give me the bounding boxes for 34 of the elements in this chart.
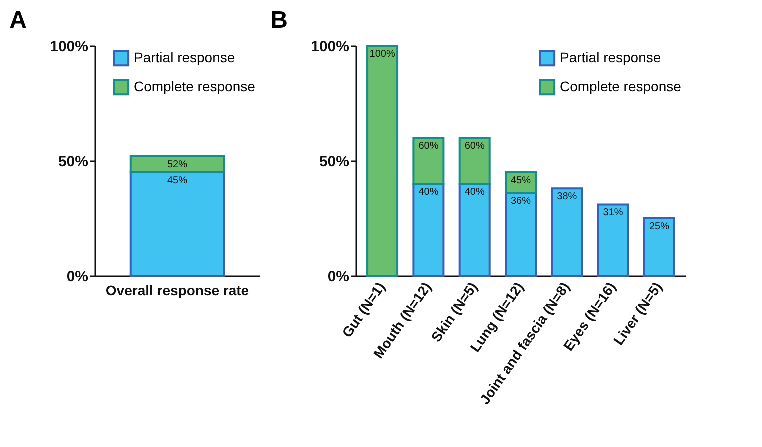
data-label: 40% bbox=[418, 187, 439, 198]
y-tick-label: 100% bbox=[311, 38, 350, 56]
bar bbox=[458, 183, 491, 277]
y-tick-label: 50% bbox=[58, 154, 88, 170]
legend-label: Complete response bbox=[560, 78, 682, 94]
bar bbox=[551, 188, 584, 277]
bar bbox=[505, 192, 537, 277]
chart-title: B bbox=[270, 7, 288, 34]
y-tick-label: 0% bbox=[328, 268, 350, 286]
bar bbox=[597, 204, 630, 277]
data-label: 45% bbox=[167, 176, 188, 186]
total-label: 52% bbox=[167, 159, 188, 170]
total-label: 45% bbox=[510, 176, 532, 186]
bar bbox=[412, 137, 445, 185]
y-tick-label: 0% bbox=[66, 268, 88, 286]
x-tick-label: Overall response rate bbox=[106, 282, 250, 298]
total-label: 100% bbox=[370, 49, 396, 60]
y-tick-label: 100% bbox=[50, 38, 88, 56]
bar bbox=[643, 218, 676, 277]
chart-title: A bbox=[10, 7, 27, 34]
legend-label: Partial response bbox=[134, 50, 236, 66]
bar bbox=[412, 183, 445, 277]
bar bbox=[366, 45, 399, 277]
total-label: 60% bbox=[464, 141, 485, 152]
data-label: 40% bbox=[464, 187, 485, 198]
data-label: 25% bbox=[649, 222, 670, 232]
total-label: 60% bbox=[418, 141, 439, 152]
y-tick-label: 50% bbox=[319, 154, 350, 170]
bar bbox=[458, 137, 491, 185]
legend-label: Complete response bbox=[134, 78, 256, 94]
data-label: 36% bbox=[510, 196, 532, 208]
data-label: 38% bbox=[557, 192, 578, 203]
legend-label: Partial response bbox=[560, 50, 662, 66]
data-label: 31% bbox=[603, 208, 624, 219]
